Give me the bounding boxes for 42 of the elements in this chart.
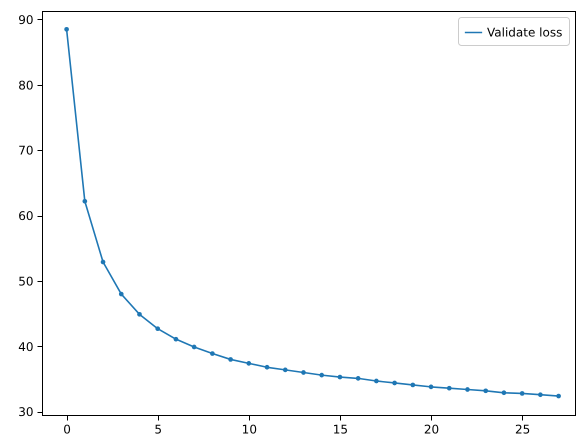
point xyxy=(64,26,69,32)
point xyxy=(338,374,342,380)
point xyxy=(410,382,416,388)
y-tick-label: 70 xyxy=(18,144,34,158)
point xyxy=(174,336,178,342)
y-tick-label: 50 xyxy=(18,274,34,288)
point xyxy=(301,370,306,375)
point xyxy=(155,326,160,332)
x-tick-label: 20 xyxy=(424,422,440,436)
point xyxy=(374,378,379,384)
point xyxy=(264,364,270,370)
y-tick-label: 60 xyxy=(18,209,34,224)
point xyxy=(246,361,252,366)
point xyxy=(100,260,106,264)
y-tick-label: 30 xyxy=(18,405,34,420)
legend-label: Validate loss xyxy=(487,26,562,40)
point xyxy=(282,368,288,372)
point xyxy=(520,391,524,396)
point xyxy=(82,198,88,204)
point xyxy=(192,344,196,350)
point xyxy=(483,388,488,394)
point xyxy=(556,394,561,398)
point xyxy=(137,312,142,317)
point xyxy=(428,384,434,390)
point xyxy=(392,380,397,386)
x-tick-label: 0 xyxy=(63,422,71,436)
y-tick-label: 80 xyxy=(18,78,34,92)
point xyxy=(446,386,452,391)
point xyxy=(465,387,470,392)
x-tick-label: 15 xyxy=(332,422,348,436)
point xyxy=(502,390,506,396)
x-tick-label: 5 xyxy=(154,422,162,436)
point xyxy=(319,372,324,378)
y-tick-label: 90 xyxy=(18,13,34,27)
point xyxy=(210,351,215,356)
point xyxy=(538,392,543,398)
x-tick-label: 10 xyxy=(242,422,257,436)
x-tick-label: 25 xyxy=(515,422,530,436)
point xyxy=(228,357,233,362)
y-tick-label: 40 xyxy=(18,340,34,354)
point xyxy=(118,292,124,296)
point xyxy=(356,376,360,381)
